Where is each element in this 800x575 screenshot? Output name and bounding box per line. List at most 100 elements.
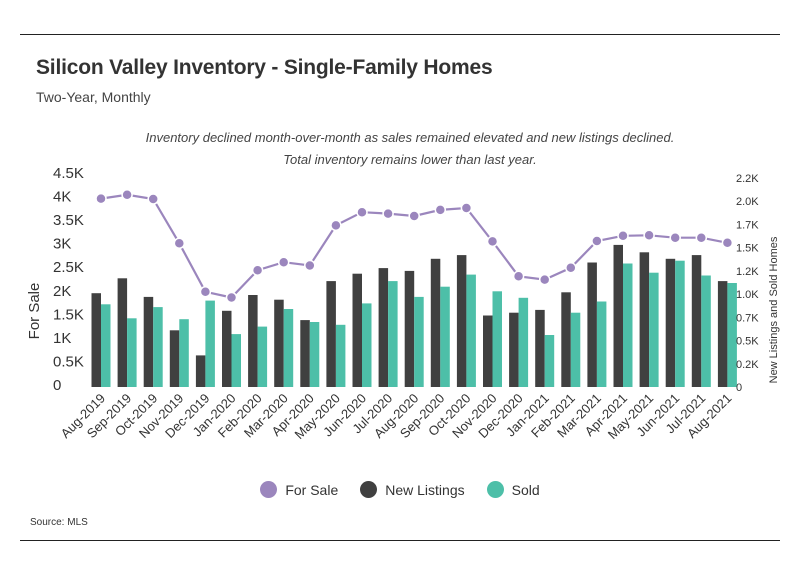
top-rule	[20, 34, 780, 35]
right-tick-label: 0.7K	[736, 312, 759, 324]
bar-new-listings	[326, 281, 336, 387]
point-for-sale	[277, 256, 290, 268]
point-for-sale	[486, 235, 499, 248]
point-for-sale	[356, 206, 368, 218]
right-tick-label: 2.0K	[736, 196, 759, 208]
source-note: Source: MLS	[30, 517, 88, 528]
for-sale-swatch-icon	[260, 481, 278, 498]
bar-new-listings	[117, 278, 128, 387]
bar-new-listings	[535, 309, 545, 387]
bar-sold	[179, 319, 189, 387]
legend-label-for-sale: For Sale	[285, 481, 339, 498]
point-for-sale	[538, 273, 551, 286]
legend-item-sold: Sold	[486, 481, 540, 498]
x-axis-ticks: Aug-2019Sep-2019Oct-2019Nov-2019Dec-2019…	[58, 391, 735, 442]
point-for-sale	[408, 210, 420, 222]
bar-new-listings	[665, 258, 676, 387]
bar-sold	[101, 304, 111, 387]
point-for-sale	[617, 230, 629, 242]
right-tick-label: 1.0K	[736, 289, 759, 301]
left-tick-label: 3K	[53, 236, 71, 253]
bar-new-listings	[352, 273, 362, 387]
left-axis-ticks: 0 0.5K 1K 1.5K 2K 2.5K 3K 3.5K 4K 4.5K	[53, 165, 84, 394]
point-for-sale	[434, 204, 447, 216]
point-for-sale	[591, 235, 603, 247]
point-for-sale	[330, 219, 342, 232]
legend-label-new-listings: New Listings	[385, 481, 465, 498]
point-for-sale	[304, 259, 316, 272]
point-for-sale	[669, 231, 681, 244]
bar-sold	[362, 303, 372, 387]
bar-sold	[414, 296, 424, 387]
bar-new-listings	[639, 252, 650, 387]
point-for-sale	[251, 264, 264, 276]
left-tick-label: 4K	[53, 189, 71, 206]
point-for-sale	[225, 291, 238, 304]
legend-item-for-sale: For Sale	[260, 481, 338, 498]
bar-sold	[570, 312, 581, 387]
left-axis-label: For Sale	[26, 283, 43, 340]
left-tick-label: 2K	[53, 283, 71, 300]
point-for-sale	[565, 262, 577, 274]
right-tick-label: 0.2K	[736, 359, 759, 371]
point-for-sale	[695, 231, 708, 244]
bar-sold	[701, 275, 711, 387]
bar-sold	[309, 322, 320, 387]
left-tick-label: 1.5K	[53, 306, 84, 323]
bar-new-listings	[169, 330, 180, 387]
right-axis-ticks: 0 0.2K 0.5K 0.7K 1.0K 1.2K 1.5K 1.7K 2.0K 2.2K	[736, 173, 759, 394]
bar-new-listings	[222, 310, 232, 387]
bar-sold	[205, 300, 215, 387]
bar-new-listings	[717, 281, 728, 387]
chart-caption: Inventory declined month-over-month as s…	[145, 130, 675, 167]
left-tick-label: 4.5K	[53, 165, 84, 182]
point-for-sale	[147, 193, 159, 205]
bar-sold	[675, 260, 685, 387]
chart-subtitle: Two-Year, Monthly	[36, 89, 151, 105]
bottom-rule	[20, 540, 780, 541]
point-for-sale	[173, 237, 186, 250]
new-listings-swatch-icon	[360, 481, 378, 498]
point-for-sale	[199, 286, 212, 298]
bar-sold	[649, 272, 659, 387]
bar-new-listings	[613, 244, 623, 387]
right-axis-label: New Listings and Sold Homes	[768, 236, 780, 383]
bar-sold	[596, 301, 607, 387]
bar-new-listings	[274, 299, 284, 387]
bar-sold	[231, 334, 241, 387]
bar-sold	[440, 286, 450, 387]
bars-group	[91, 244, 737, 387]
right-tick-label: 1.2K	[736, 266, 759, 278]
bar-sold	[257, 326, 268, 387]
point-for-sale	[460, 202, 473, 214]
bar-new-listings	[483, 315, 493, 387]
bar-new-listings	[195, 355, 206, 387]
left-tick-label: 0.5K	[53, 353, 84, 370]
point-for-sale	[512, 270, 525, 283]
line-group	[95, 189, 734, 304]
bar-sold	[492, 291, 502, 387]
bar-new-listings	[430, 258, 441, 387]
left-tick-label: 3.5K	[53, 212, 84, 229]
chart-title: Silicon Valley Inventory - Single-Family…	[36, 56, 493, 79]
bar-sold	[335, 324, 346, 387]
right-tick-label: 2.2K	[736, 173, 759, 185]
bar-new-listings	[561, 292, 571, 387]
bar-new-listings	[300, 320, 310, 387]
bar-sold	[127, 318, 137, 387]
bar-new-listings	[143, 296, 154, 387]
bar-sold	[388, 281, 398, 387]
legend-label-sold: Sold	[511, 481, 540, 498]
point-for-sale	[721, 237, 734, 249]
bar-new-listings	[691, 255, 702, 387]
point-for-sale	[643, 229, 655, 242]
point-for-sale	[121, 189, 133, 201]
right-tick-label: 1.7K	[736, 219, 759, 231]
point-for-sale	[95, 192, 107, 205]
bar-sold	[283, 309, 294, 387]
bar-sold	[544, 335, 555, 387]
right-tick-label: 0	[736, 382, 742, 394]
bar-new-listings	[509, 312, 519, 387]
right-tick-label: 1.5K	[736, 243, 759, 255]
